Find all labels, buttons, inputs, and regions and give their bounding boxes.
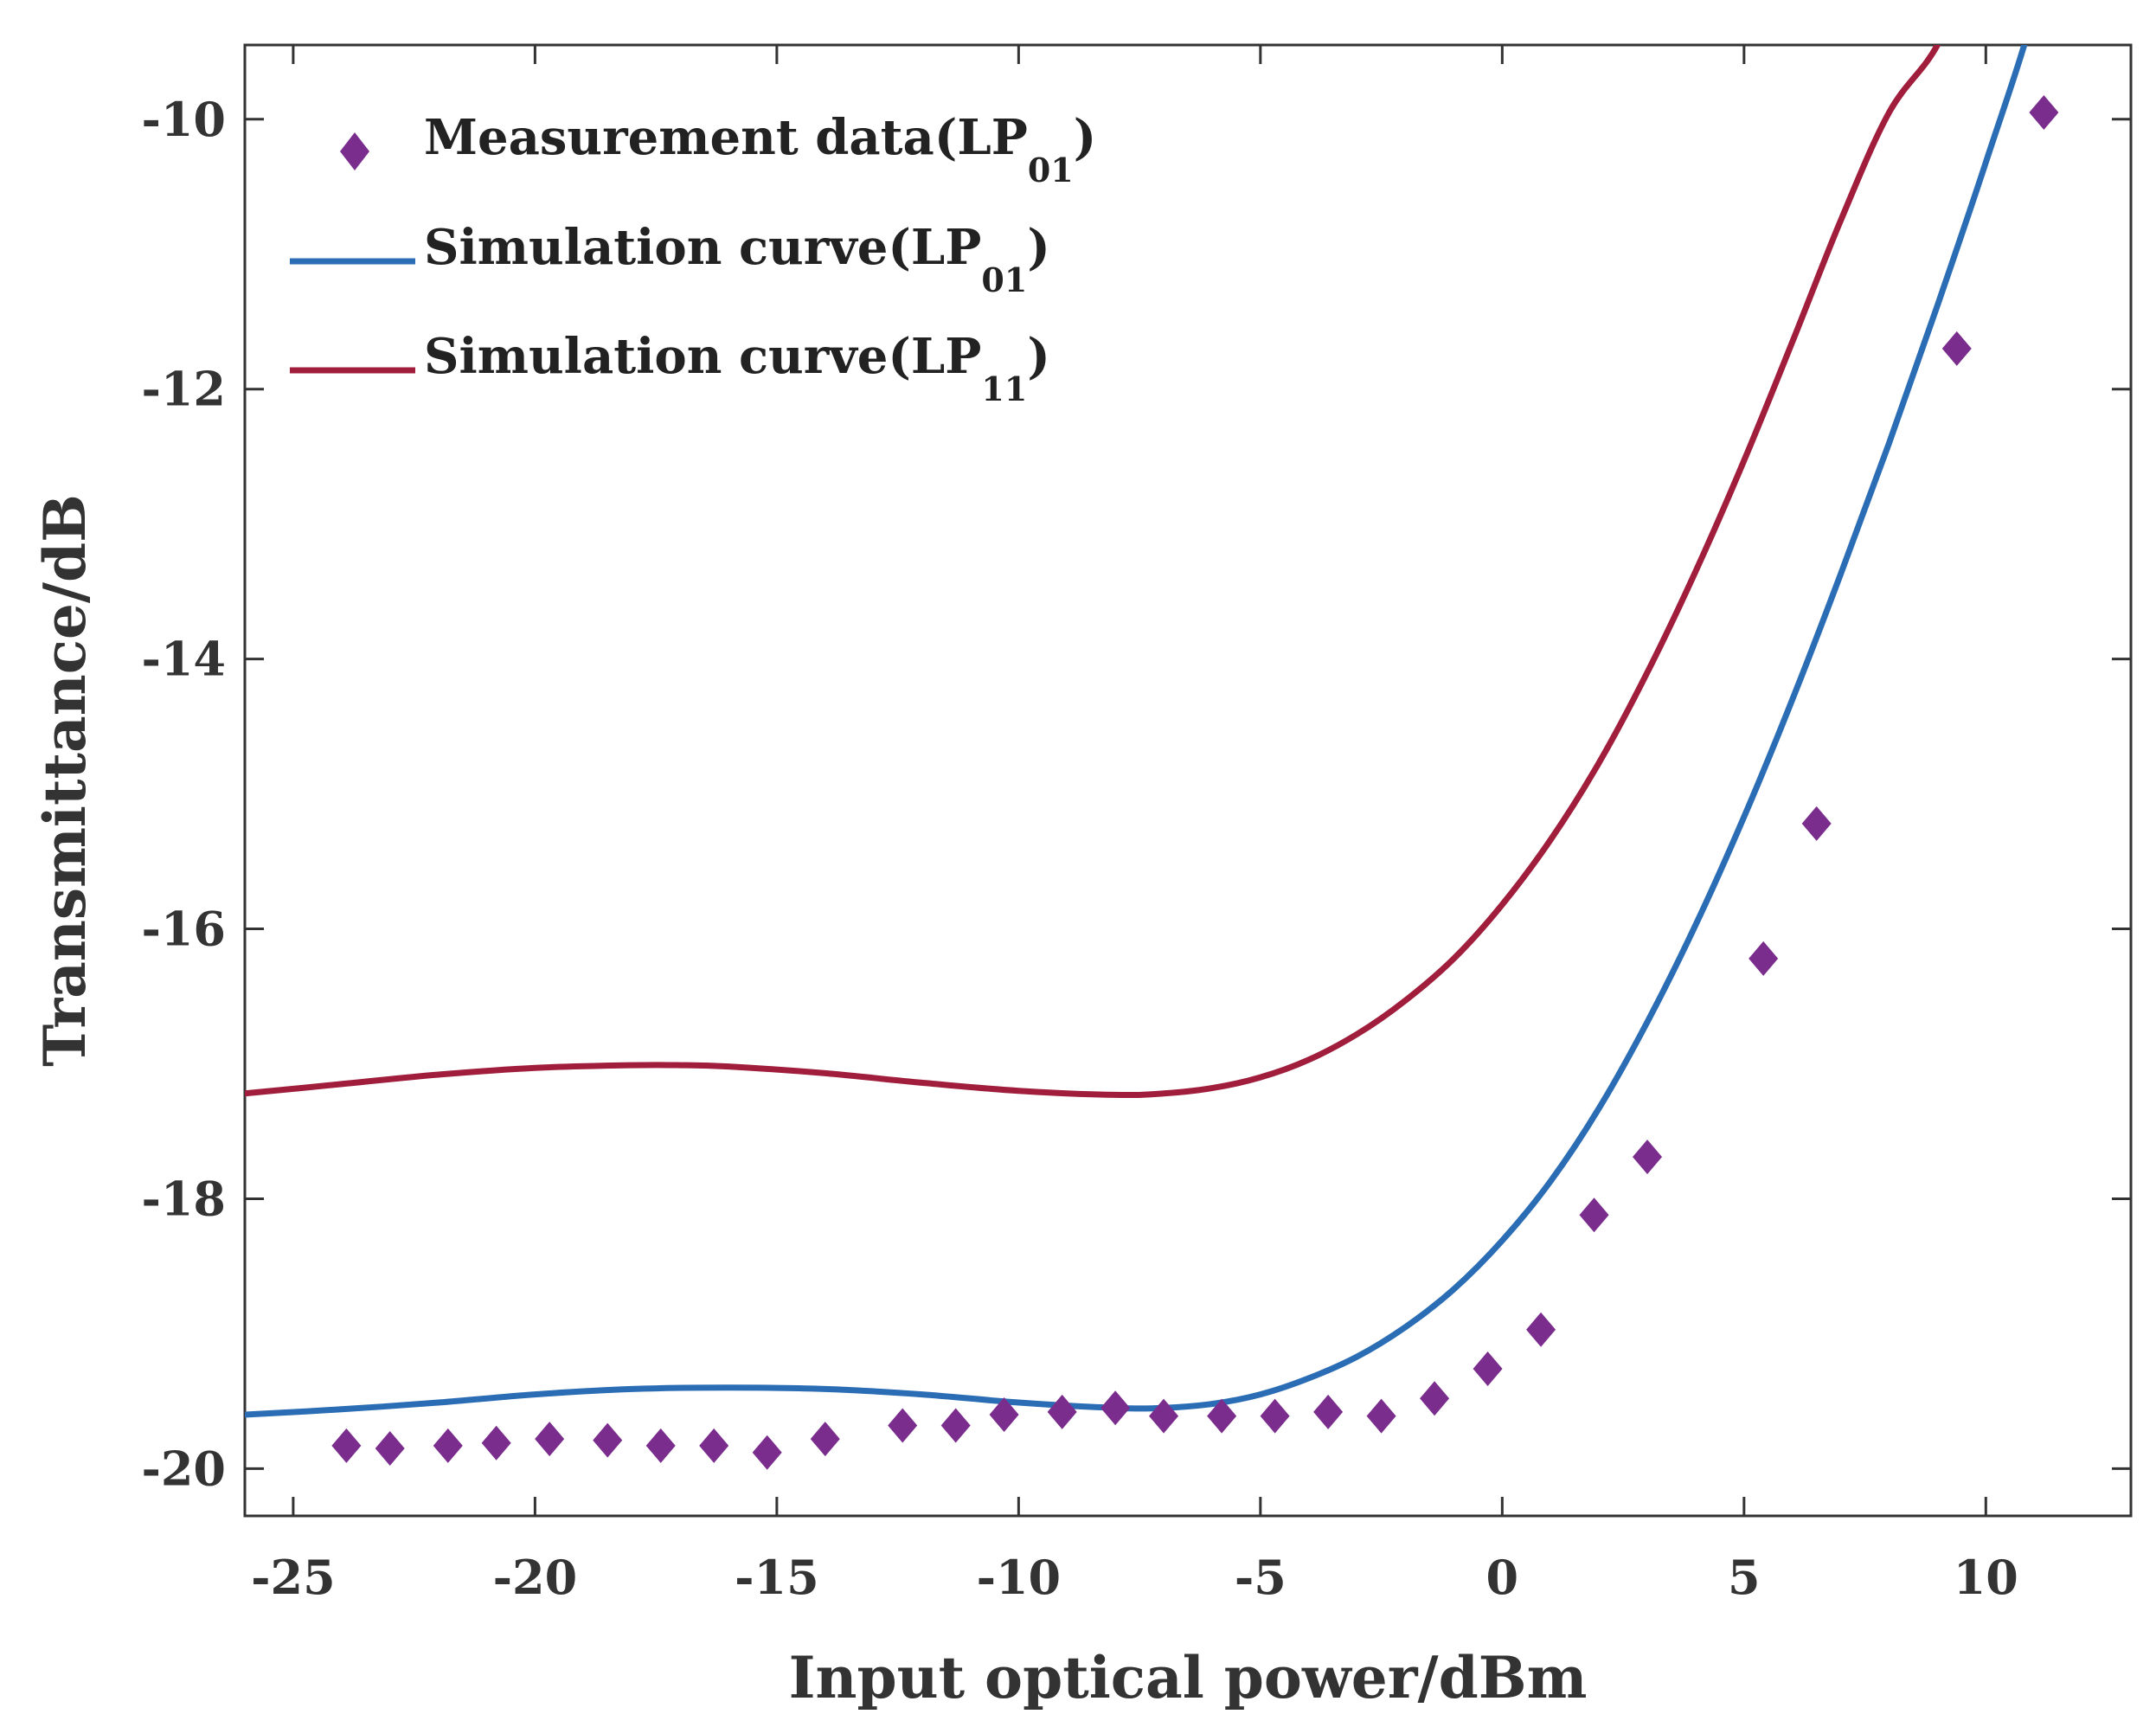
data-point-measurement (1207, 1398, 1237, 1434)
legend-marker-measurement (340, 132, 369, 170)
x-axis-title: Input optical power/dBm (789, 1644, 1588, 1711)
legend-label-lp01-suffix: ) (1027, 219, 1050, 276)
x-tick-label: 0 (1486, 1550, 1519, 1605)
y-tick-label: -12 (141, 362, 226, 417)
x-tick-label: 5 (1728, 1550, 1761, 1605)
data-point-measurement (1749, 941, 1779, 976)
x-tick-label: -15 (735, 1550, 819, 1605)
axis-ticks: -25 -20 -15 -10 -5 0 5 10 -20 -18 -16 -14 -12 -10 (141, 45, 2131, 1605)
y-tick-label: -14 (141, 632, 226, 687)
data-point-measurement (699, 1428, 729, 1463)
legend-label-measurement: Measurement data(LP01) (424, 109, 1096, 189)
legend: Measurement data(LP01) Simulation curve(… (290, 109, 1096, 408)
legend-label-measurement-prefix: Measurement data(LP (424, 109, 1028, 166)
series-line-lp11 (245, 45, 1941, 1099)
legend-label-lp11-sub: 11 (981, 369, 1027, 408)
y-axis-title: Transmittance/dB (31, 494, 99, 1067)
data-point-measurement (1941, 331, 1972, 366)
y-tick-label: -10 (141, 92, 226, 147)
legend-label-lp01-prefix: Simulation curve(LP (424, 219, 981, 276)
data-point-measurement (2029, 94, 2059, 130)
x-tick-label: 10 (1954, 1550, 2018, 1605)
x-tick-label: -5 (1235, 1550, 1287, 1605)
data-point-measurement (1473, 1351, 1503, 1386)
plot-area (243, 43, 2133, 1518)
data-point-measurement (1260, 1398, 1290, 1434)
legend-label-lp11: Simulation curve(LP11) (424, 328, 1050, 408)
legend-label-lp01-sub: 01 (981, 260, 1027, 299)
data-point-measurement (593, 1422, 623, 1458)
data-point-measurement (1801, 806, 1832, 841)
data-point-measurement (1100, 1390, 1131, 1426)
data-point-measurement (375, 1431, 405, 1467)
x-tick-label: -10 (977, 1550, 1062, 1605)
data-point-measurement (1047, 1394, 1077, 1429)
data-point-measurement (535, 1422, 565, 1457)
data-point-measurement (810, 1422, 840, 1457)
y-tick-label: -18 (141, 1171, 226, 1226)
data-point-measurement (1579, 1197, 1609, 1233)
y-tick-label: -16 (141, 902, 226, 957)
data-point-measurement (1313, 1394, 1344, 1429)
data-point-measurement (1366, 1398, 1396, 1434)
data-point-measurement (645, 1428, 676, 1463)
data-point-measurement (940, 1408, 971, 1443)
legend-label-lp11-prefix: Simulation curve(LP (424, 328, 981, 385)
data-point-measurement (1149, 1398, 1179, 1434)
legend-label-lp01: Simulation curve(LP01) (424, 219, 1050, 299)
data-point-measurement (433, 1428, 463, 1463)
y-tick-label: -20 (141, 1441, 226, 1496)
legend-label-measurement-sub: 01 (1028, 151, 1074, 189)
data-point-measurement (1420, 1381, 1450, 1416)
markers-layer (331, 94, 2059, 1470)
x-tick-label: -25 (251, 1550, 336, 1605)
series-layer (245, 45, 2028, 1418)
data-point-measurement (989, 1397, 1019, 1433)
data-point-measurement (331, 1428, 362, 1463)
legend-label-measurement-suffix: ) (1074, 109, 1097, 166)
data-point-measurement (1633, 1140, 1663, 1175)
data-point-measurement (481, 1425, 511, 1461)
data-point-measurement (1526, 1312, 1556, 1347)
data-point-measurement (752, 1435, 782, 1470)
data-point-measurement (888, 1408, 918, 1443)
legend-label-lp11-suffix: ) (1027, 328, 1050, 385)
x-tick-label: -20 (493, 1550, 578, 1605)
series-line-lp01 (245, 45, 2028, 1418)
